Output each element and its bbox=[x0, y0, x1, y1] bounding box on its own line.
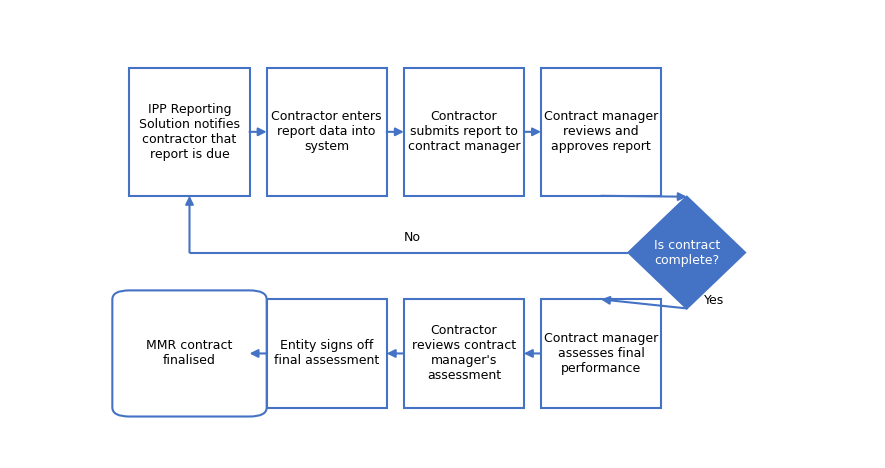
FancyBboxPatch shape bbox=[129, 68, 250, 196]
FancyBboxPatch shape bbox=[266, 300, 387, 408]
Text: Is contract
complete?: Is contract complete? bbox=[654, 239, 720, 267]
FancyBboxPatch shape bbox=[404, 68, 524, 196]
Text: No: No bbox=[404, 231, 421, 243]
Text: Entity signs off
final assessment: Entity signs off final assessment bbox=[274, 339, 380, 367]
Text: Contract manager
assesses final
performance: Contract manager assesses final performa… bbox=[544, 332, 658, 375]
FancyBboxPatch shape bbox=[404, 300, 524, 408]
FancyBboxPatch shape bbox=[541, 68, 661, 196]
Text: Contractor
submits report to
contract manager: Contractor submits report to contract ma… bbox=[408, 110, 520, 154]
Polygon shape bbox=[628, 197, 745, 308]
FancyBboxPatch shape bbox=[112, 290, 266, 417]
Text: MMR contract
finalised: MMR contract finalised bbox=[146, 339, 233, 367]
Text: IPP Reporting
Solution notifies
contractor that
report is due: IPP Reporting Solution notifies contract… bbox=[139, 103, 240, 161]
FancyBboxPatch shape bbox=[266, 68, 387, 196]
Text: Contract manager
reviews and
approves report: Contract manager reviews and approves re… bbox=[544, 110, 658, 154]
Text: Yes: Yes bbox=[704, 294, 724, 307]
FancyBboxPatch shape bbox=[541, 300, 661, 408]
Text: Contractor
reviews contract
manager's
assessment: Contractor reviews contract manager's as… bbox=[412, 324, 516, 382]
Text: Contractor enters
report data into
system: Contractor enters report data into syste… bbox=[272, 110, 382, 154]
